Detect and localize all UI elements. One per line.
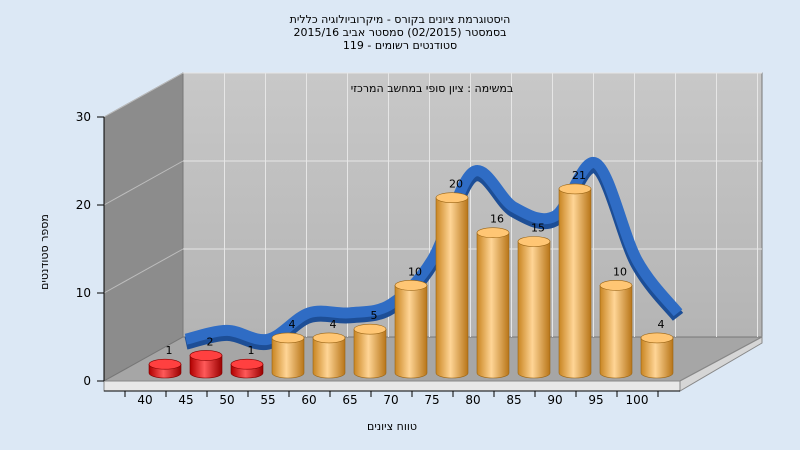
- bar-100: 4: [640, 318, 674, 379]
- bar-40: 1: [148, 344, 182, 379]
- bar-top: [640, 332, 674, 344]
- x-tick-label: 45: [178, 393, 193, 407]
- bar-top: [476, 227, 510, 239]
- y-tick-label: 20: [76, 198, 91, 212]
- chart-title-line-3: 119 - סטודנטים רשומים: [343, 39, 457, 52]
- y-tick-label: 0: [83, 374, 91, 388]
- x-tick-label: 75: [424, 393, 439, 407]
- y-tick-label: 10: [76, 286, 91, 300]
- x-tick-label: 60: [301, 393, 316, 407]
- chart-subtitle: במשימה : ציון סופי במחשב המרכזי: [351, 82, 514, 95]
- bar-value-label: 5: [371, 309, 378, 322]
- bar-value-label: 10: [613, 265, 627, 278]
- bar-top: [517, 236, 551, 247]
- bar-value-label: 10: [408, 265, 422, 278]
- bar-body: [558, 188, 592, 379]
- bar-top: [599, 280, 633, 291]
- bar-body: [312, 337, 346, 379]
- grid-line-side: [103, 72, 184, 118]
- bar-value-label: 20: [449, 178, 463, 191]
- x-tick-label: 100: [626, 393, 649, 407]
- bar-top: [353, 323, 387, 335]
- y-ticks: 0 10 20 30: [76, 110, 104, 388]
- x-tick-label: 55: [260, 393, 275, 407]
- bar-value-label: 15: [531, 222, 545, 235]
- bar-top: [148, 358, 182, 370]
- bar-top: [394, 280, 428, 291]
- bar-top: [230, 358, 264, 370]
- bar-body: [640, 337, 674, 379]
- x-tick-label: 95: [588, 393, 603, 407]
- floor-front: [103, 380, 681, 392]
- bar-top: [558, 183, 592, 195]
- bar-45: 2: [189, 335, 223, 379]
- bar-top: [271, 332, 305, 344]
- bar-90: 21: [558, 169, 592, 379]
- grid-line-side: [103, 248, 184, 294]
- x-tick-label: 90: [547, 393, 562, 407]
- chart-title-line-2: בסמסטר (02/2015) סמסטר אביב 2015/16: [293, 26, 506, 39]
- y-tick-label: 30: [76, 110, 91, 124]
- bar-value-label: 4: [330, 318, 337, 331]
- bar-body: [353, 328, 387, 379]
- bar-value-label: 1: [248, 344, 255, 357]
- bar-value-label: 2: [207, 335, 214, 348]
- side-wall: [103, 72, 184, 382]
- x-tick-label: 40: [137, 393, 152, 407]
- bar-55: 4: [271, 318, 305, 379]
- bar-value-label: 1: [166, 344, 173, 357]
- bar-75: 20: [435, 178, 469, 379]
- bar-value-label: 4: [289, 318, 296, 331]
- bar-body: [476, 232, 510, 379]
- x-axis-label: טווח ציונים: [367, 420, 417, 433]
- bar-body: [435, 197, 469, 379]
- bar-value-label: 21: [572, 169, 586, 182]
- bar-70: 10: [394, 265, 428, 379]
- bar-top: [189, 350, 223, 361]
- grid-line-side: [103, 160, 184, 206]
- bar-top: [312, 332, 346, 344]
- bar-body: [599, 285, 633, 379]
- grid-lines: [103, 72, 762, 337]
- x-tick-label: 65: [342, 393, 357, 407]
- x-ticks: 40 45 50 55 60 65 70 75 80 85 90 95 100: [124, 391, 659, 407]
- bar-body: [189, 355, 223, 379]
- bar-85: 15: [517, 222, 551, 379]
- bar-value-label: 4: [658, 318, 665, 331]
- bar-60: 4: [312, 318, 346, 379]
- bar-65: 5: [353, 309, 387, 379]
- x-tick-label: 80: [465, 393, 480, 407]
- bar-body: [271, 337, 305, 379]
- bar-value-label: 16: [490, 213, 504, 226]
- bar-80: 16: [476, 213, 510, 379]
- x-tick-label: 85: [506, 393, 521, 407]
- bar-50: 1: [230, 344, 264, 379]
- bar-body: [394, 285, 428, 379]
- bar-top: [435, 192, 469, 203]
- x-tick-label: 50: [219, 393, 234, 407]
- bar-body: [517, 241, 551, 379]
- y-axis-label: מספר סטודנטים: [38, 214, 51, 290]
- x-tick-label: 70: [383, 393, 398, 407]
- bar-95: 10: [599, 265, 633, 379]
- chart-title-line-1: היסטוגרמת ציונים בקורס - מיקרוביולוגיה כ…: [290, 13, 511, 26]
